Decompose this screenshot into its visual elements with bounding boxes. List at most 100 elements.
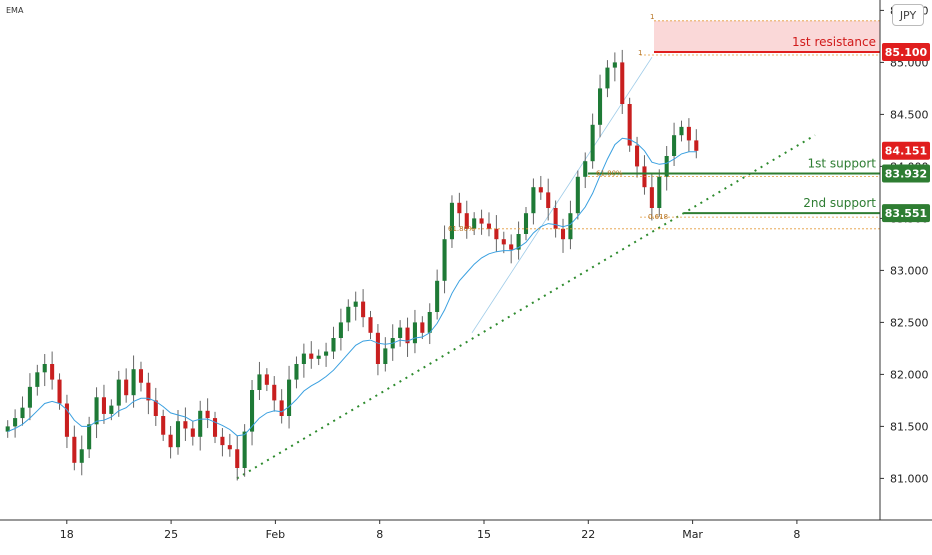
candle: [627, 104, 632, 146]
x-tick-label: 15: [477, 528, 491, 541]
candle: [190, 428, 195, 437]
candle: [464, 213, 469, 229]
candle: [501, 239, 506, 245]
candle: [324, 351, 329, 356]
currency-badge[interactable]: JPY: [892, 4, 924, 26]
candle: [235, 449, 240, 468]
candle: [546, 192, 551, 208]
candle: [657, 176, 662, 208]
candle: [220, 436, 225, 446]
candle: [412, 322, 417, 344]
candle: [338, 322, 343, 338]
candle: [250, 390, 255, 432]
candle: [361, 301, 366, 318]
candle: [198, 410, 203, 437]
candle: [486, 223, 492, 229]
candle: [227, 445, 232, 450]
candle: [553, 208, 558, 229]
y-tick-label: 82.500: [890, 316, 929, 329]
fib-618-label: 0.618: [648, 213, 668, 221]
candle: [686, 126, 691, 141]
candle: [405, 327, 410, 344]
candle: [605, 67, 610, 89]
support-1-label: 1st support: [808, 156, 877, 170]
candle: [205, 410, 210, 419]
candle: [109, 405, 114, 414]
fib-upper-label: 1: [650, 13, 654, 21]
y-tick-label: 84.500: [890, 108, 929, 121]
candle: [124, 379, 129, 396]
y-tick-label: 81.500: [890, 420, 929, 433]
candle: [560, 228, 566, 240]
candle: [72, 436, 77, 463]
candle: [516, 234, 521, 250]
support-2-price-tag-bg: [882, 204, 930, 223]
candle: [583, 161, 588, 177]
candle: [331, 338, 336, 352]
candle: [94, 397, 99, 425]
fib-61-label-a: 61.80%: [596, 169, 623, 177]
fib-helper-line: [471, 56, 653, 334]
candle: [472, 218, 477, 229]
x-tick-label: Feb: [266, 528, 285, 541]
support-2-label: 2nd support: [803, 196, 876, 210]
candle: [168, 434, 173, 448]
x-tick-label: 25: [164, 528, 178, 541]
candle: [353, 301, 358, 307]
candle: [612, 62, 617, 68]
candle: [509, 244, 514, 250]
candle: [264, 374, 269, 385]
candle: [494, 228, 499, 240]
trendline: [236, 134, 816, 480]
x-tick-label: 22: [581, 528, 595, 541]
candle: [620, 62, 625, 104]
candle: [272, 384, 277, 401]
candle: [131, 369, 136, 396]
candle: [383, 348, 388, 364]
x-tick-label: 8: [793, 528, 800, 541]
resistance-label: 1st resistance: [792, 35, 876, 49]
candle: [212, 418, 218, 437]
candle: [538, 187, 543, 193]
candle: [575, 176, 580, 214]
candle: [27, 386, 32, 408]
candle: [442, 239, 447, 281]
candle: [64, 403, 69, 437]
candle: [13, 418, 18, 427]
candle: [457, 202, 462, 214]
support-1-price-tag: 83.932: [885, 167, 927, 180]
candle: [523, 213, 529, 234]
y-tick-label: 82.000: [890, 368, 929, 381]
candle: [79, 449, 84, 463]
current-price-tag-bg: [882, 141, 930, 160]
candle: [316, 355, 321, 359]
candle: [183, 421, 188, 429]
fib-61-label-b: 61.80%: [448, 225, 475, 233]
candle: [5, 426, 10, 432]
candle: [57, 379, 62, 404]
x-tick-label: Mar: [682, 528, 703, 541]
candle: [138, 369, 144, 383]
candle: [672, 135, 677, 156]
candle: [375, 332, 380, 364]
candle: [309, 353, 314, 359]
candle: [35, 372, 40, 387]
candle: [398, 327, 403, 338]
candle: [301, 353, 306, 364]
candle: [50, 364, 55, 380]
candle: [635, 145, 640, 167]
candle: [664, 156, 669, 177]
x-tick-label: 18: [60, 528, 74, 541]
candle: [590, 124, 595, 162]
indicator-label: EMA: [6, 6, 24, 15]
candle: [694, 140, 699, 151]
candle: [279, 400, 284, 416]
candle: [420, 322, 425, 333]
candle: [101, 397, 106, 414]
candle: [20, 407, 25, 419]
candle: [175, 421, 181, 448]
candle: [153, 400, 158, 416]
support-2-price-tag: 83.551: [885, 207, 927, 220]
